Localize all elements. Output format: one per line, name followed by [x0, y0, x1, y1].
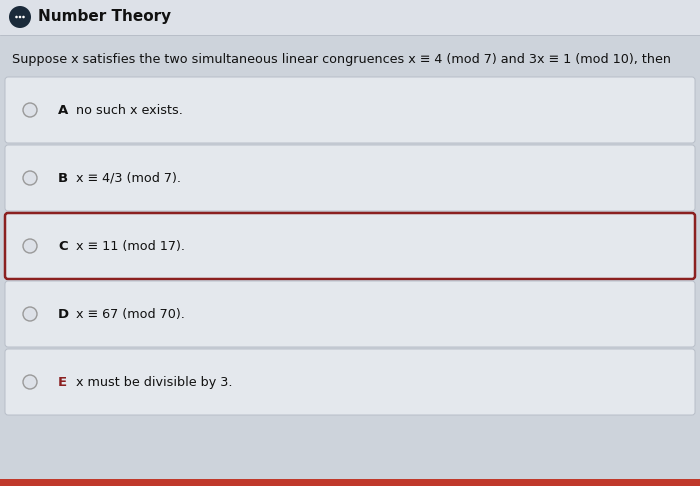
Text: x ≡ 4/3 (mod 7).: x ≡ 4/3 (mod 7).	[76, 172, 181, 185]
Text: no such x exists.: no such x exists.	[76, 104, 183, 117]
FancyBboxPatch shape	[0, 479, 700, 486]
Text: A: A	[58, 104, 69, 117]
FancyBboxPatch shape	[5, 145, 695, 211]
Circle shape	[23, 239, 37, 253]
Circle shape	[15, 16, 18, 18]
FancyBboxPatch shape	[5, 281, 695, 347]
Circle shape	[22, 16, 25, 18]
Text: B: B	[58, 172, 68, 185]
Text: Suppose x satisfies the two simultaneous linear congruences x ≡ 4 (mod 7) and 3x: Suppose x satisfies the two simultaneous…	[12, 53, 671, 67]
Text: x ≡ 11 (mod 17).: x ≡ 11 (mod 17).	[76, 240, 185, 253]
FancyBboxPatch shape	[5, 349, 695, 415]
Text: x ≡ 67 (mod 70).: x ≡ 67 (mod 70).	[76, 308, 185, 320]
Circle shape	[9, 6, 31, 28]
Circle shape	[23, 171, 37, 185]
Circle shape	[23, 375, 37, 389]
Circle shape	[23, 307, 37, 321]
Circle shape	[23, 103, 37, 117]
Text: C: C	[58, 240, 68, 253]
FancyBboxPatch shape	[5, 77, 695, 143]
Text: x must be divisible by 3.: x must be divisible by 3.	[76, 376, 232, 388]
Text: Number Theory: Number Theory	[38, 10, 171, 24]
FancyBboxPatch shape	[0, 0, 700, 35]
Text: E: E	[58, 376, 67, 388]
Circle shape	[19, 16, 21, 18]
FancyBboxPatch shape	[5, 213, 695, 279]
Text: D: D	[58, 308, 69, 320]
